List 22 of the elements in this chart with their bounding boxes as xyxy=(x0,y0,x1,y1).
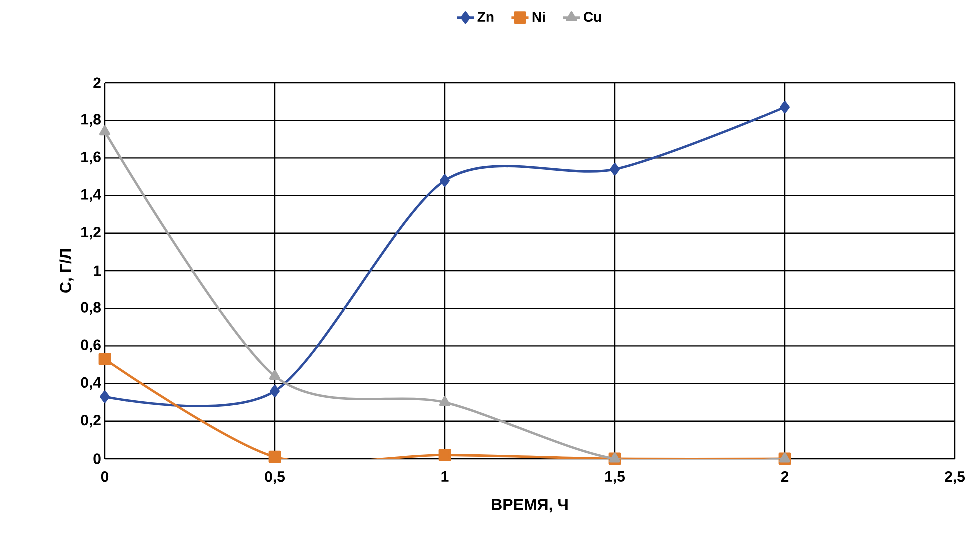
x-axis-title: ВРЕМЯ, Ч xyxy=(492,499,568,513)
x-tick-label: 1,5 xyxy=(606,472,626,484)
legend-label: Zn xyxy=(478,12,494,22)
y-tick-label: 2 xyxy=(94,78,101,88)
x-tick-label: 2,5 xyxy=(945,472,966,484)
y-tick-label: 0 xyxy=(94,454,101,464)
y-tick-label: 0,6 xyxy=(81,340,101,353)
y-tick-label: 0,2 xyxy=(81,415,101,428)
y-tick-label: 1,8 xyxy=(82,114,101,127)
legend-label: Ni xyxy=(532,12,545,22)
y-tick-label: 1 xyxy=(94,266,102,276)
y-tick-label: 1,4 xyxy=(82,189,102,202)
y-tick-label: 0,8 xyxy=(81,302,101,315)
x-tick-label: 2 xyxy=(781,472,789,482)
legend-label: Cu xyxy=(584,12,602,22)
y-axis-title: С, Г/Л xyxy=(60,249,74,293)
y-tick-label: 0,4 xyxy=(81,377,102,390)
x-tick-label: 1 xyxy=(442,472,449,482)
x-tick-label: 0,5 xyxy=(265,472,286,484)
y-tick-label: 1,6 xyxy=(82,152,101,165)
y-tick-label: 1,2 xyxy=(82,226,101,240)
x-tick-label: 0 xyxy=(101,472,109,482)
